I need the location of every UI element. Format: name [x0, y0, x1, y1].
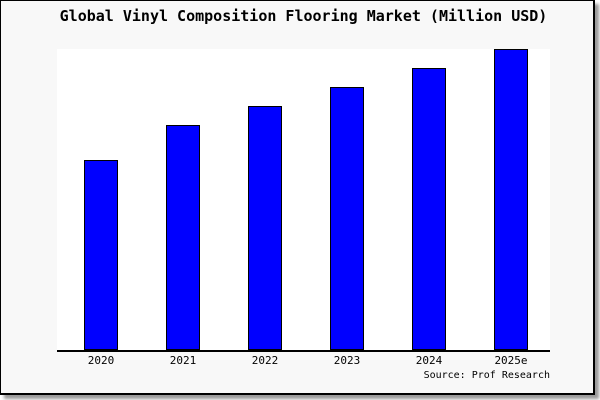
bar-2024	[412, 68, 446, 350]
x-axis-labels: 2020 2021 2022 2023 2024 2025e	[57, 354, 550, 368]
x-tick-label-2025e: 2025e	[494, 354, 528, 367]
bar-2020	[84, 160, 118, 350]
x-tick-label-2022: 2022	[251, 354, 279, 367]
x-tick-label-2020: 2020	[87, 354, 115, 367]
x-tick-label-2021: 2021	[169, 354, 197, 367]
bar-2021	[166, 125, 200, 350]
bar-2025e	[494, 49, 528, 350]
chart-frame: Global Vinyl Composition Flooring Market…	[0, 0, 595, 395]
source-note: Source: Prof Research	[423, 370, 550, 381]
x-tick-label-2023: 2023	[333, 354, 361, 367]
plot-area	[57, 49, 550, 352]
bar-2022	[248, 106, 282, 350]
bar-2023	[330, 87, 364, 350]
x-tick-label-2024: 2024	[415, 354, 443, 367]
chart-title: Global Vinyl Composition Flooring Market…	[59, 7, 548, 25]
